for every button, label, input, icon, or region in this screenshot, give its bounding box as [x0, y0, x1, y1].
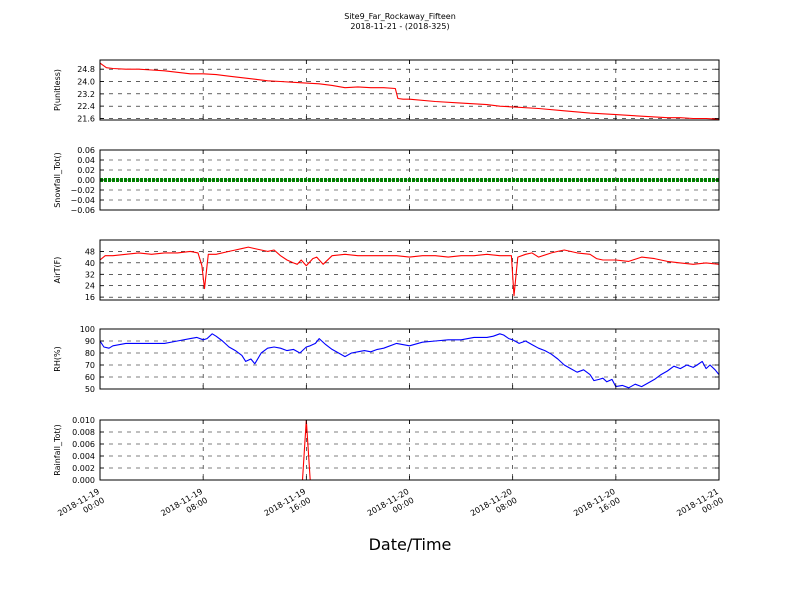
y-tick-label: 0.002 [72, 464, 95, 473]
panel-3: 16 24 32 40 48 AirT(F) [53, 239, 720, 302]
y-tick-label: 60 [85, 373, 95, 382]
y-tick-label: 0.008 [72, 428, 95, 437]
y-tick-label: 50 [85, 385, 95, 394]
y-tick-label: −0.04 [70, 196, 95, 205]
y-tick-label: −0.06 [70, 206, 95, 215]
panel-2: −0.06−0.04−0.020.000.020.040.06 Snowfall_… [53, 146, 720, 215]
figure-title-line2: 2018-11-21 - (2018-325) [350, 22, 449, 31]
y-axis-label: P(unitless) [53, 69, 62, 111]
y-axis-label: AirT(F) [53, 257, 62, 284]
panel-1: 21.6 22.4 23.2 24.0 24.8 P(unitless) [53, 59, 720, 123]
y-tick-label: −0.02 [70, 186, 95, 195]
y-tick-label: 0.02 [77, 166, 95, 175]
y-tick-label: 90 [85, 337, 95, 346]
y-tick-label: 0.00 [77, 176, 95, 185]
y-tick-label: 40 [85, 259, 95, 268]
y-tick-label: 24.8 [77, 65, 95, 74]
y-tick-label: 80 [85, 349, 95, 358]
y-tick-label: 70 [85, 361, 95, 370]
y-tick-label: 0.04 [77, 156, 95, 165]
y-tick-label: 0.004 [72, 452, 95, 461]
series-line-3 [99, 246, 720, 297]
y-axis-label: Rainfall_Tot() [53, 424, 62, 476]
y-tick-label: 16 [85, 293, 95, 302]
series-line-4 [99, 333, 720, 389]
x-axis-label: Date/Time [369, 535, 452, 554]
panel-5: 0.000 0.002 0.004 0.006 0.008 0.010 Rainfall_T… [53, 416, 720, 485]
figure-title-line1: Site9_Far_Rockaway_Fifteen [344, 12, 456, 21]
y-axis-label: RH(%) [53, 346, 62, 371]
y-tick-label: 23.2 [77, 90, 95, 99]
y-tick-label: 22.4 [77, 102, 95, 111]
panels-group: 21.622.423.224.024.8P(unitless)−0.06−0.0… [53, 59, 720, 485]
y-tick-label: 0.010 [72, 416, 95, 425]
panel-4: 50 60 70 80 90 100 RH(%) [53, 325, 720, 394]
y-tick-label: 0.06 [77, 146, 95, 155]
y-tick-label: 24.0 [77, 78, 95, 87]
y-tick-label: 0.000 [72, 476, 95, 485]
y-tick-label: 48 [85, 247, 95, 256]
y-axis-label: Snowfall_Tot() [53, 152, 62, 208]
series-line-1 [99, 62, 720, 120]
y-tick-label: 0.006 [72, 440, 95, 449]
y-tick-label: 32 [85, 270, 95, 279]
y-tick-label: 21.6 [77, 114, 95, 123]
y-tick-label: 24 [85, 282, 95, 291]
y-tick-label: 100 [80, 325, 95, 334]
